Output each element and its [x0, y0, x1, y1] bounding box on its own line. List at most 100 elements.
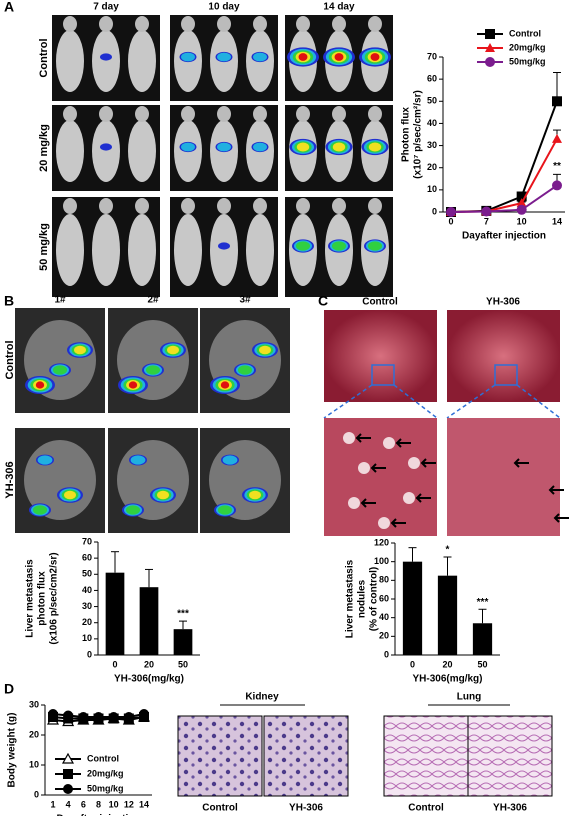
signal: [334, 53, 344, 61]
signal: [35, 381, 45, 389]
signal: [253, 52, 267, 62]
signal: [237, 365, 253, 375]
mouse-head: [332, 106, 346, 122]
arrow: [395, 438, 411, 448]
y-tick-label: 40: [379, 612, 389, 622]
mouse: [210, 214, 238, 286]
panel-label: A: [4, 0, 14, 15]
mouse-head: [217, 198, 231, 214]
mouse-head: [63, 16, 77, 32]
mouse: [92, 30, 120, 92]
label: 2#: [147, 295, 159, 306]
signal: [220, 381, 230, 389]
y-tick-label: 100: [374, 556, 389, 566]
layout: [15, 15, 569, 797]
mouse-head: [181, 106, 195, 122]
series-line: [450, 184, 558, 213]
signal: [253, 142, 267, 152]
arrow: [548, 485, 564, 495]
signal: [181, 52, 195, 62]
histology: [177, 715, 263, 797]
nodule: [383, 437, 395, 449]
marker: [552, 180, 562, 191]
x-tick-label: 4: [66, 799, 71, 809]
legend-label: Control: [87, 753, 119, 763]
histology: [467, 715, 553, 797]
mouse-head: [99, 16, 113, 32]
y-tick-label: 0: [34, 789, 39, 799]
y-tick-label: 60: [82, 553, 92, 563]
y-axis-title: (x10⁷ p/sec/cm²/sr): [413, 90, 424, 179]
label: Control: [202, 803, 238, 814]
y-tick-label: 20: [427, 162, 437, 172]
y-tick-label: 120: [374, 537, 389, 547]
label: 7 day: [93, 2, 119, 13]
mouse-head: [217, 106, 231, 122]
mouse-head: [181, 16, 195, 32]
label: 14 day: [323, 2, 355, 13]
y-tick-label: 80: [379, 575, 389, 585]
mouse-head: [253, 106, 267, 122]
signal: [222, 455, 238, 465]
signal: [331, 241, 347, 251]
y-tick-label: 30: [427, 140, 437, 150]
marker: [63, 710, 74, 721]
legend-label: 50mg/kg: [509, 56, 546, 66]
legend-label: Control: [509, 28, 541, 38]
mouse-head: [332, 16, 346, 32]
zoom-line: [323, 384, 373, 419]
signal: [181, 142, 195, 152]
x-tick-label: 8: [96, 799, 101, 809]
y-tick-label: 10: [82, 633, 92, 643]
mouse: [128, 30, 156, 92]
annotation: **: [553, 161, 561, 172]
y-axis-title: photon flux: [37, 571, 48, 626]
mouse-head: [99, 106, 113, 122]
mouse-head: [99, 198, 113, 214]
x-axis-title: YH-306(mg/kg): [412, 674, 482, 685]
y-tick-label: 40: [427, 118, 437, 128]
liver-photo: [324, 310, 437, 402]
marker: [552, 133, 562, 143]
label: YH-306: [493, 803, 527, 814]
mouse-head: [135, 106, 149, 122]
marker: [63, 769, 73, 779]
signal: [298, 53, 308, 61]
bar: [105, 572, 125, 655]
x-tick-label: 14: [552, 216, 562, 226]
mouse-head: [368, 16, 382, 32]
mouse-head: [63, 198, 77, 214]
signal: [332, 142, 346, 152]
mouse-head: [253, 16, 267, 32]
signal: [100, 143, 112, 151]
marker: [485, 57, 495, 67]
x-tick-label: 14: [139, 799, 149, 809]
y-tick-label: 30: [29, 699, 39, 709]
mouse-head: [368, 106, 382, 122]
mouse-head: [332, 198, 346, 214]
signal: [367, 241, 383, 251]
label: 50 mg/kg: [38, 223, 50, 271]
zoom-box: [371, 364, 395, 386]
x-tick-label: 10: [517, 216, 527, 226]
mouse: [56, 214, 84, 286]
bar: [472, 623, 493, 655]
signal: [368, 142, 382, 152]
arrow: [553, 513, 569, 523]
histology: [263, 715, 349, 797]
y-axis-title: (x106 p/sec/cm2/sr): [49, 552, 60, 644]
annotation: ***: [177, 609, 189, 620]
zoom-line: [446, 384, 496, 419]
panel-label: C: [318, 293, 328, 309]
legend-label: 50mg/kg: [87, 783, 124, 793]
y-tick-label: 0: [384, 649, 389, 659]
mouse-head: [181, 198, 195, 214]
signal: [249, 490, 261, 500]
nodule: [378, 517, 390, 529]
mouse-head: [368, 198, 382, 214]
y-tick-label: 10: [427, 184, 437, 194]
marker: [485, 29, 495, 39]
signal: [100, 53, 112, 61]
signal: [145, 365, 161, 375]
